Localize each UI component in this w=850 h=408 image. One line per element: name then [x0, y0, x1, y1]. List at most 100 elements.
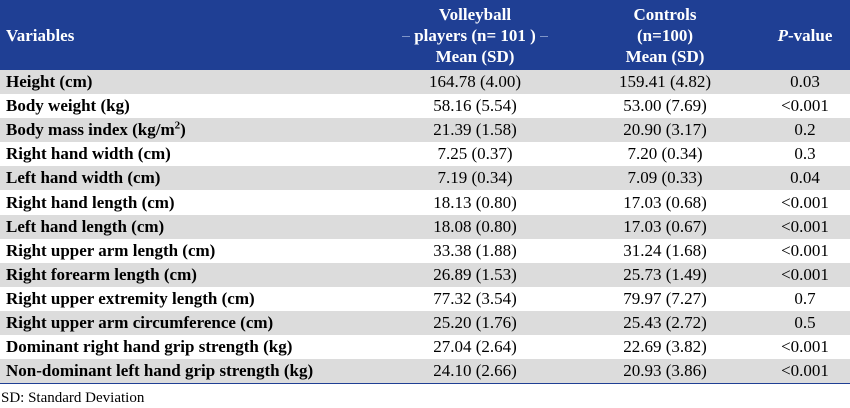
table-row: Right forearm length (cm) 26.89 (1.53) 25.… [0, 262, 850, 287]
table-row: Right hand length (cm) 18.13 (0.80) 17.03 … [0, 190, 850, 215]
variable-superscript: 2 [174, 119, 181, 132]
pvalue-cell: 0.7 [794, 288, 816, 308]
table-row: Right upper arm circumference (cm) 25.20 … [0, 310, 850, 336]
players-mean-sd-cell: 77.32 (3.54) [433, 288, 517, 308]
table-header: Variables Volleyball players (n= 101 ) M… [0, 0, 850, 70]
header-group2-line3: Mean (SD) [625, 46, 705, 66]
variable-cell: Right hand length (cm) [0, 190, 380, 214]
pvalue-cell: 0.5 [794, 312, 816, 332]
variable-label: Dominant right hand grip strength (kg) [6, 337, 293, 357]
controls-mean-sd-cell: 7.20 (0.34) [627, 144, 703, 164]
variable-cell: Right upper extremity length (cm) [0, 287, 380, 311]
header-group1-line3: Mean (SD) [435, 46, 515, 66]
controls-mean-sd-cell: 31.24 (1.68) [623, 240, 707, 260]
pvalue-cell: <0.001 [781, 96, 829, 116]
variable-cell: Height (cm) [0, 70, 380, 94]
controls-mean-sd-cell: 17.03 (0.68) [623, 192, 707, 212]
pvalue-cell: <0.001 [781, 264, 829, 284]
pvalue-cell: 0.03 [790, 72, 820, 92]
players-mean-sd-cell: 21.39 (1.58) [433, 120, 517, 140]
header-pvalue-italic: P [777, 25, 788, 45]
pvalue-cell: <0.001 [781, 337, 829, 357]
header-variables-label: Variables [6, 25, 75, 45]
players-mean-sd-cell: 18.08 (0.80) [433, 216, 517, 236]
pvalue-cell: 0.04 [790, 168, 820, 188]
variable-label: Body mass index (kg/m [6, 120, 175, 140]
controls-mean-sd-cell: 20.93 (3.86) [570, 359, 760, 384]
table-row: Right hand width (cm) 7.25 (0.37) 7.20 (0.… [0, 142, 850, 167]
variable-cell: Right upper arm length (cm) [0, 239, 380, 263]
variable-label: Right hand length (cm) [6, 192, 175, 212]
variable-cell: Right hand width (cm) [0, 142, 380, 166]
variable-label-end: ) [180, 120, 186, 140]
controls-mean-sd-cell: 159.41 (4.82) [618, 72, 712, 92]
players-mean-sd-cell: 24.10 (2.66) [380, 359, 570, 384]
header-group2-line2: (n=100) [637, 25, 693, 45]
players-mean-sd-cell: 164.78 (4.00) [428, 72, 522, 92]
table-row: Non-dominant left hand grip strength (kg… [0, 359, 850, 384]
variable-label: Right upper extremity length (cm) [6, 288, 255, 308]
header-pvalue: P-value [760, 0, 850, 70]
pvalue-cell: 0.3 [794, 144, 816, 164]
players-mean-sd-cell: 7.25 (0.37) [437, 144, 513, 164]
variable-cell: Right forearm length (cm) [0, 263, 380, 287]
variable-cell: Body weight (kg) [0, 94, 380, 118]
table-row: Body mass index (kg/m2) 21.39 (1.58) 20.90… [0, 118, 850, 143]
variable-label: Left hand width (cm) [6, 168, 161, 188]
variable-label: Height (cm) [6, 72, 93, 92]
variable-cell: Left hand width (cm) [0, 166, 380, 190]
header-pvalue-rest: -value [788, 25, 833, 45]
header-group2-line1: Controls [633, 4, 697, 24]
variable-label: Right upper arm length (cm) [6, 240, 216, 260]
variable-cell: Dominant right hand grip strength (kg) [0, 335, 380, 359]
controls-mean-sd-cell: 17.03 (0.67) [623, 216, 707, 236]
players-mean-sd-cell: 25.20 (1.76) [433, 312, 517, 332]
players-mean-sd-cell: 27.04 (2.64) [433, 337, 517, 357]
header-variables: Variables [0, 0, 380, 70]
pvalue-cell: <0.001 [760, 359, 850, 384]
controls-mean-sd-cell: 25.43 (2.72) [623, 312, 707, 332]
variable-label: Non-dominant left hand grip strength (kg… [6, 360, 314, 380]
players-mean-sd-cell: 7.19 (0.34) [437, 168, 513, 188]
players-mean-sd-cell: 26.89 (1.53) [433, 264, 517, 284]
controls-mean-sd-cell: 22.69 (3.82) [623, 337, 707, 357]
header-controls: Controls (n=100) Mean (SD) [570, 0, 760, 70]
pvalue-cell: <0.001 [781, 240, 829, 260]
table-row: Right upper extremity length (cm) 77.32 (… [0, 286, 850, 311]
header-group1-line2-text: players (n= 101 ) [414, 25, 536, 45]
header-row: Variables Volleyball players (n= 101 ) M… [0, 0, 850, 70]
pvalue-cell: <0.001 [781, 192, 829, 212]
variable-label: Left hand length (cm) [6, 216, 165, 236]
table-row: Left hand length (cm) 18.08 (0.80) 17.03 (… [0, 214, 850, 239]
controls-mean-sd-cell: 25.73 (1.49) [623, 264, 707, 284]
controls-mean-sd-cell: 53.00 (7.69) [623, 96, 707, 116]
players-mean-sd-cell: 33.38 (1.88) [433, 240, 517, 260]
variable-label: Right forearm length (cm) [6, 264, 197, 284]
dash-decoration [402, 36, 411, 38]
variable-cell: Non-dominant left hand grip strength (kg… [0, 359, 380, 384]
variable-label: Body weight (kg) [6, 96, 130, 116]
pvalue-cell: 0.2 [794, 120, 816, 140]
variable-label: Right upper arm circumference (cm) [6, 312, 274, 332]
controls-mean-sd-cell: 79.97 (7.27) [623, 288, 707, 308]
header-group1-line2: players (n= 101 ) [380, 25, 570, 46]
players-mean-sd-cell: 18.13 (0.80) [433, 192, 517, 212]
footnote: SD: Standard Deviation [1, 390, 145, 406]
results-table: Variables Volleyball players (n= 101 ) M… [0, 0, 850, 384]
variable-cell: Body mass index (kg/m2) [0, 118, 380, 142]
table-row: Body weight (kg) 58.16 (5.54) 53.00 (7.69)… [0, 94, 850, 119]
table-row: Right upper arm length (cm) 33.38 (1.88) 3… [0, 238, 850, 263]
table-row: Left hand width (cm) 7.19 (0.34) 7.09 (0.3… [0, 166, 850, 191]
header-volleyball-players: Volleyball players (n= 101 ) Mean (SD) [380, 0, 570, 70]
controls-mean-sd-cell: 20.90 (3.17) [623, 120, 707, 140]
pvalue-cell: <0.001 [781, 216, 829, 236]
table-body: Height (cm) 164.78 (4.00) 159.41 (4.82) 0.0… [0, 70, 850, 384]
header-group1-line1: Volleyball [438, 4, 512, 24]
players-mean-sd-cell: 58.16 (5.54) [433, 96, 517, 116]
table-row: Dominant right hand grip strength (kg) 27… [0, 335, 850, 360]
variable-label: Right hand width (cm) [6, 144, 171, 164]
dash-decoration [539, 36, 548, 38]
controls-mean-sd-cell: 7.09 (0.33) [627, 168, 703, 188]
variable-cell: Right upper arm circumference (cm) [0, 311, 380, 335]
